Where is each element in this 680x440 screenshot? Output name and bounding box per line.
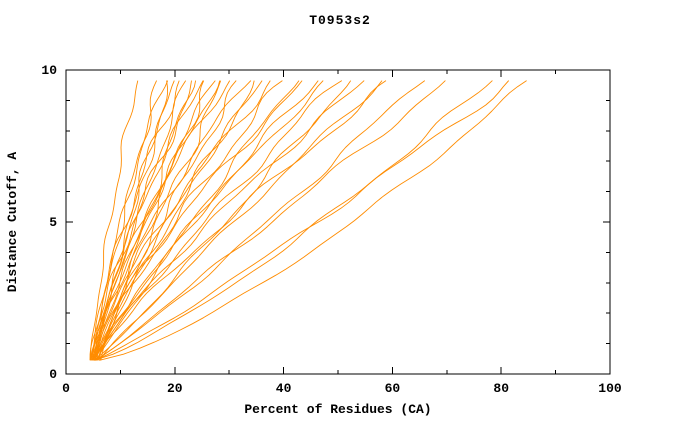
model-curve bbox=[94, 80, 352, 361]
model-curve bbox=[94, 80, 426, 361]
model-curve bbox=[99, 80, 527, 361]
x-tick-label: 20 bbox=[167, 381, 183, 396]
model-curve bbox=[100, 80, 263, 361]
x-tick-label: 100 bbox=[598, 381, 622, 396]
x-tick-label: 40 bbox=[276, 381, 292, 396]
model-curve bbox=[91, 80, 387, 361]
model-curve bbox=[93, 80, 169, 361]
y-tick-label: 10 bbox=[41, 63, 57, 78]
model-curve bbox=[98, 80, 383, 361]
model-curve bbox=[97, 80, 324, 361]
model-curve bbox=[94, 80, 255, 361]
y-axis-label: Distance Cutoff, A bbox=[5, 152, 20, 293]
model-curve bbox=[91, 80, 271, 361]
x-tick-label: 0 bbox=[62, 381, 70, 396]
chart-title: T0953s2 bbox=[309, 13, 371, 28]
tick-labels: 0 20 40 60 80 100 0 5 10 bbox=[41, 63, 622, 396]
model-curve bbox=[93, 80, 283, 361]
x-axis-label: Percent of Residues (CA) bbox=[244, 402, 431, 417]
model-curve bbox=[94, 80, 493, 361]
model-curve bbox=[95, 80, 221, 361]
model-curve bbox=[89, 80, 252, 361]
model-curve bbox=[89, 80, 192, 361]
model-curve bbox=[90, 80, 139, 361]
x-tick-label: 80 bbox=[493, 381, 509, 396]
axis-ticks bbox=[65, 69, 611, 375]
model-curve bbox=[94, 80, 365, 361]
model-curve bbox=[91, 80, 169, 361]
plot-frame bbox=[65, 69, 611, 375]
y-tick-label: 5 bbox=[49, 215, 57, 230]
model-curve bbox=[90, 80, 303, 361]
model-curve bbox=[92, 80, 222, 361]
model-curve bbox=[94, 80, 319, 361]
model-curve bbox=[92, 80, 343, 361]
model-curve bbox=[93, 80, 231, 361]
y-tick-label: 0 bbox=[49, 367, 57, 382]
model-curve bbox=[95, 80, 204, 361]
model-curve bbox=[89, 80, 180, 361]
model-curve bbox=[95, 80, 510, 361]
x-tick-label: 60 bbox=[385, 381, 401, 396]
model-curves bbox=[89, 80, 527, 361]
model-curve bbox=[96, 80, 446, 361]
